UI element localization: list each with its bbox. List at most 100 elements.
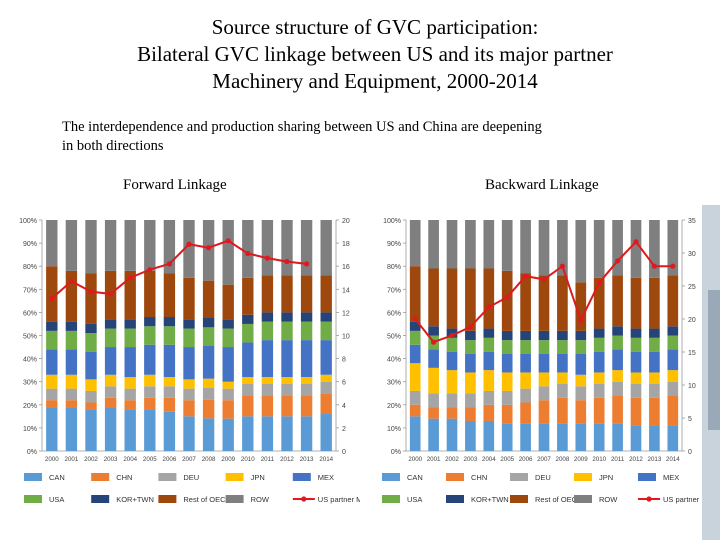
line-point (559, 263, 565, 269)
bar-segment-row (85, 220, 97, 274)
legend-swatch (225, 473, 244, 481)
bar-segment-can (612, 423, 623, 451)
bar-segment-kor-twn (202, 318, 215, 328)
y-tick-label-right: 25 (688, 284, 696, 291)
x-tick-label: 2000 (45, 456, 59, 463)
bar-segment-chn (465, 407, 476, 421)
bar-segment-jpn (202, 378, 215, 388)
bar-segment-can (202, 418, 215, 451)
x-tick-label: 2007 (537, 456, 551, 463)
x-tick-label: 2003 (464, 456, 478, 463)
bar-segment-rest-of-oecd (124, 270, 136, 320)
line-point (147, 267, 153, 273)
line-point (68, 278, 74, 284)
bar-segment-kor-twn (300, 312, 313, 322)
line-point (264, 255, 270, 261)
bar-segment-rest-of-oecd (261, 275, 274, 313)
x-tick-label: 2012 (629, 456, 643, 463)
bar-segment-usa (261, 321, 274, 341)
x-tick-label: 2001 (427, 456, 441, 463)
bar-segment-jpn (104, 374, 117, 387)
bar-segment-can (144, 409, 156, 451)
bar-segment-chn (124, 400, 136, 410)
bar-segment-kor-twn (501, 330, 513, 341)
bar-segment-can (501, 423, 513, 451)
y-tick-label-right: 5 (688, 416, 692, 423)
bar-segment-deu (242, 384, 254, 396)
bar-segment-can (124, 409, 136, 451)
bar-segment-usa (593, 337, 605, 352)
bar-segment-can (575, 423, 587, 451)
x-tick-label: 2009 (574, 456, 588, 463)
bar-segment-can (667, 425, 679, 451)
y-tick-label-left: 10% (387, 426, 401, 433)
bar-segment-row (242, 220, 254, 278)
bar-segment-rest-of-oecd (520, 273, 531, 331)
bar-segment-usa (575, 340, 587, 354)
legend-label: Rest of OECD (183, 495, 231, 504)
bar-segment-deu (46, 388, 58, 401)
bar-segment-mex (124, 347, 136, 378)
bar-segment-chn (575, 400, 587, 424)
x-tick-label: 2002 (445, 456, 459, 463)
bar-segment-kor-twn (612, 326, 623, 336)
line-point (186, 241, 192, 247)
legend-swatch (510, 473, 528, 481)
bar-segment-kor-twn (483, 328, 495, 338)
bar-segment-kor-twn (222, 319, 234, 329)
bar-segment-row (520, 220, 531, 274)
bar-segment-chn (593, 397, 605, 424)
x-tick-label: 2009 (221, 456, 235, 463)
legend-label: CHN (116, 473, 132, 482)
legend-label: US partner M&E (663, 495, 702, 504)
bar-segment-usa (300, 321, 313, 341)
x-tick-label: 2004 (123, 456, 137, 463)
legend-label: US partner M&E (318, 495, 360, 504)
bar-segment-jpn (575, 374, 587, 387)
x-tick-label: 2007 (182, 456, 196, 463)
bar-segment-rest-of-oecd (538, 275, 550, 331)
line-point (486, 304, 492, 310)
bar-segment-kor-twn (465, 330, 476, 341)
legend-label: KOR+TWN (116, 495, 154, 504)
bar-segment-rest-of-oecd (183, 277, 195, 320)
backward-linkage-title: Backward Linkage (485, 177, 599, 193)
bar-segment-chn (85, 402, 97, 410)
bar-segment-kor-twn (65, 321, 78, 331)
bar-segment-chn (320, 393, 332, 415)
bar-segment-can (46, 407, 58, 451)
bar-segment-jpn (612, 370, 623, 382)
bar-segment-row (202, 220, 215, 281)
bar-segment-row (557, 220, 568, 276)
bar-segment-row (104, 220, 117, 271)
bar-segment-row (649, 220, 660, 278)
y-tick-label-left: 40% (387, 357, 401, 364)
y-tick-label-left: 20% (387, 403, 401, 410)
bar-segment-kor-twn (163, 317, 176, 327)
legend-label: ROW (599, 495, 618, 504)
bar-segment-kor-twn (183, 319, 195, 329)
bar-segment-jpn (222, 381, 234, 389)
bar-segment-row (183, 220, 195, 278)
bar-segment-mex (483, 351, 495, 371)
bar-segment-usa (520, 340, 531, 354)
y-tick-label-right: 14 (342, 287, 350, 294)
line-point (651, 263, 657, 269)
y-tick-label-right: 20 (342, 218, 350, 225)
bar-segment-usa (183, 328, 195, 348)
line-point (49, 295, 55, 302)
legend-swatch (574, 473, 592, 481)
bar-segment-chn (667, 395, 679, 426)
y-tick-label-left: 60% (387, 310, 401, 317)
legend-swatch (91, 495, 110, 503)
bar-segment-mex (281, 340, 293, 378)
x-tick-label: 2014 (319, 456, 333, 463)
bar-segment-rest-of-oecd (612, 275, 623, 327)
bar-segment-jpn (446, 370, 458, 394)
y-tick-label-left: 80% (23, 264, 37, 271)
y-tick-label-right: 10 (688, 383, 696, 390)
y-tick-label-right: 10 (342, 334, 350, 341)
bar-segment-kor-twn (85, 323, 97, 334)
decorative-side-bar-inner (708, 290, 720, 430)
bar-segment-usa (557, 340, 568, 354)
